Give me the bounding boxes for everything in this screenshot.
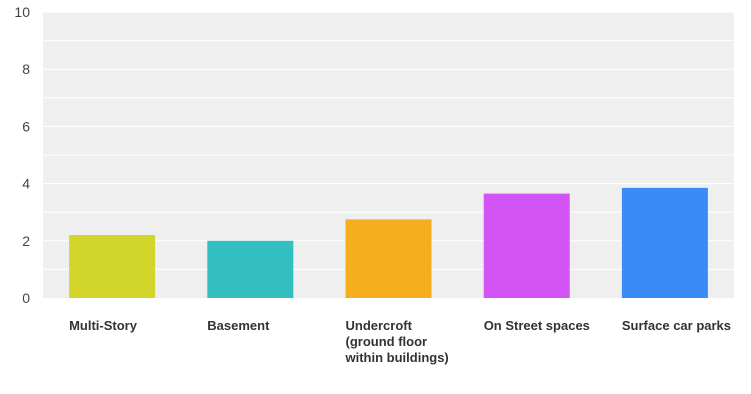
- bar: [621, 187, 708, 298]
- y-tick-label: 0: [22, 290, 30, 306]
- x-category-label: On Street spaces: [483, 318, 590, 333]
- y-tick-label: 6: [22, 118, 30, 134]
- y-tick-label: 10: [14, 4, 30, 20]
- y-tick-label: 4: [22, 176, 30, 192]
- bar: [69, 235, 156, 298]
- x-category-label: Undercroft (ground floor within building…: [345, 318, 449, 365]
- y-axis-ticks: 0 2 4 6 8 10: [14, 4, 30, 306]
- bar: [207, 240, 294, 298]
- x-category-label: Basement: [207, 318, 270, 333]
- y-tick-label: 8: [22, 61, 30, 77]
- y-tick-label: 2: [22, 233, 30, 249]
- bar: [345, 219, 432, 298]
- x-category-label: Surface car parks: [621, 318, 732, 333]
- bar: [483, 193, 570, 298]
- bars: [69, 187, 708, 298]
- x-category-label: Multi-Story: [69, 318, 137, 333]
